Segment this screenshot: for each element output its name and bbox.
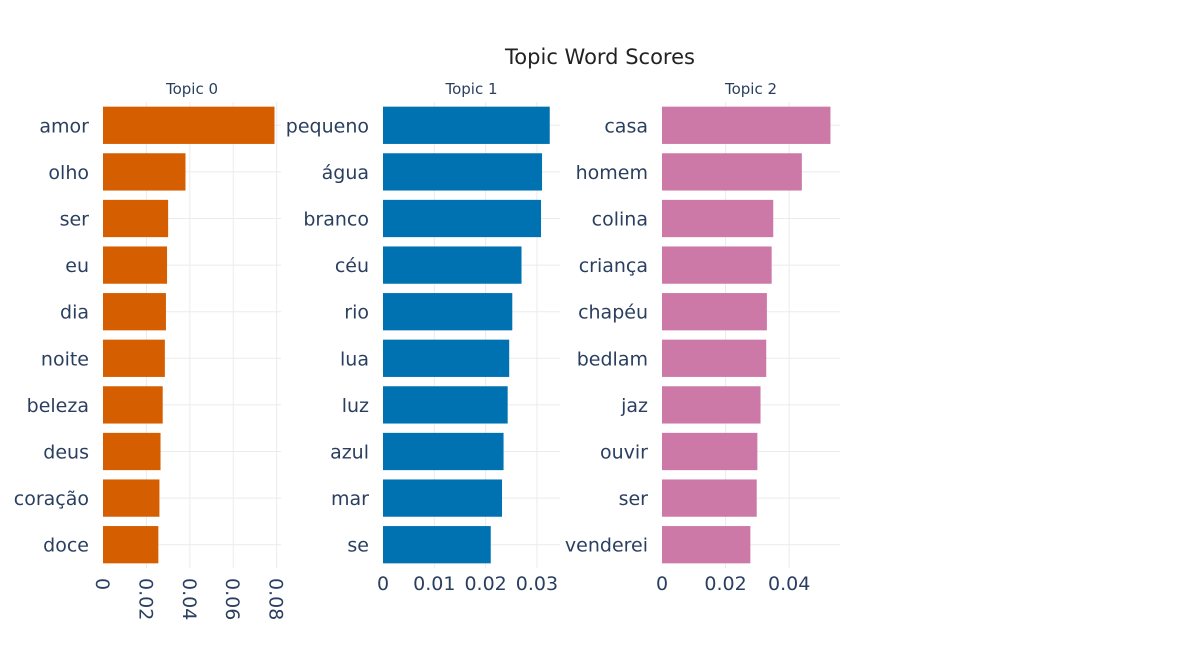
x-tick-label: 0.08: [265, 578, 287, 620]
subplots: Topic 0 amor olho ser eu dia noite beleza deus co…: [14, 80, 840, 620]
bar: [103, 153, 186, 191]
word-label: coração: [14, 488, 89, 510]
bar: [103, 199, 169, 238]
bar: [662, 526, 751, 564]
word-label: jaz: [620, 395, 648, 417]
word-label: bedlam: [577, 348, 648, 370]
word-label: céu: [335, 255, 369, 277]
bar: [662, 246, 772, 284]
word-label: rio: [344, 302, 369, 324]
subplot-title: Topic 2: [724, 80, 777, 98]
x-tick-label: 0.06: [221, 578, 243, 620]
subplot-topic-2: Topic 2 casa homem colina criança chapéu bedla…: [565, 80, 840, 595]
chart-title: Topic Word Scores: [504, 45, 695, 69]
word-label: noite: [41, 348, 89, 370]
x-tick-label: 0.02: [704, 573, 746, 595]
word-label: venderei: [565, 535, 648, 557]
x-tick-label: 0.04: [768, 573, 810, 595]
x-tick-label: 0: [656, 573, 668, 595]
bar: [383, 106, 550, 144]
bar: [103, 479, 160, 517]
bar: [383, 432, 504, 471]
bar: [662, 199, 774, 238]
word-label: luz: [342, 395, 369, 417]
bar: [662, 479, 757, 517]
word-label: colina: [592, 209, 648, 231]
word-label: dia: [60, 302, 89, 324]
bar: [383, 386, 508, 424]
word-label: amor: [39, 115, 89, 137]
word-label: criança: [579, 255, 648, 277]
word-label: casa: [604, 115, 648, 137]
word-label: mar: [331, 488, 369, 510]
bar: [103, 339, 165, 377]
bar: [383, 339, 510, 377]
subplot-title: Topic 1: [444, 80, 497, 98]
word-label: branco: [303, 209, 369, 231]
word-label: olho: [48, 162, 89, 184]
word-label: chapéu: [578, 302, 648, 324]
word-label: homem: [576, 162, 648, 184]
bar: [662, 432, 758, 471]
word-label: doce: [43, 535, 89, 557]
bar: [383, 293, 513, 331]
x-tick-label: 0.04: [178, 578, 200, 620]
x-tick-label: 0.01: [413, 573, 455, 595]
x-tick-label: 0: [377, 573, 389, 595]
word-label: se: [347, 535, 369, 557]
word-label: eu: [65, 255, 89, 277]
bar: [662, 386, 761, 424]
x-tick-label: 0.02: [134, 578, 156, 620]
subplot-topic-0: Topic 0 amor olho ser eu dia noite beleza deus co…: [14, 80, 287, 620]
word-label: deus: [43, 442, 89, 464]
x-tick-label: 0: [91, 578, 113, 590]
subplot-title: Topic 0: [165, 80, 218, 98]
bar: [383, 153, 543, 191]
bar: [383, 479, 503, 517]
bar: [103, 106, 275, 144]
bar: [662, 293, 767, 331]
bar: [662, 339, 767, 377]
word-label: lua: [340, 348, 369, 370]
word-label: azul: [330, 442, 369, 464]
bar: [103, 432, 161, 471]
word-label: ouvir: [600, 442, 648, 464]
x-tick-label: 0.02: [464, 573, 506, 595]
word-label: beleza: [27, 395, 89, 417]
bar: [662, 153, 802, 191]
bar: [103, 526, 159, 564]
x-tick-label: 0.03: [516, 573, 558, 595]
subplot-topic-1: Topic 1 pequeno água branco céu rio lua luz azul…: [286, 80, 560, 595]
bar: [383, 246, 522, 284]
word-label: ser: [619, 488, 649, 510]
word-label: água: [322, 162, 369, 184]
bar: [383, 199, 542, 238]
word-label: pequeno: [286, 115, 369, 137]
bar: [662, 106, 831, 144]
bar: [103, 246, 168, 284]
bar: [383, 526, 491, 564]
bar: [103, 386, 163, 424]
bar: [103, 293, 166, 331]
word-label: ser: [60, 209, 90, 231]
